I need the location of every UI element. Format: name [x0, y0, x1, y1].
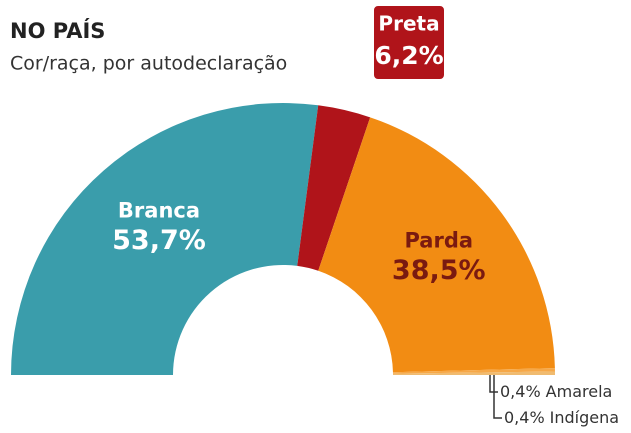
slice-label: Preta	[378, 12, 439, 36]
slice	[318, 117, 555, 373]
slice	[297, 105, 371, 271]
value-label: 6,2%	[374, 41, 443, 70]
chart-title: NO PAÍS	[10, 18, 105, 43]
value-label: 0,4%	[500, 382, 541, 401]
leader-label: 0,4% Amarela	[500, 382, 612, 401]
slice-label: Branca	[118, 198, 200, 222]
slice-label: Indígena	[550, 408, 619, 427]
leader-line	[489, 375, 498, 393]
label-box	[372, 4, 446, 81]
leader-label: 0,4% Indígena	[504, 408, 619, 427]
leader-line	[493, 375, 502, 419]
chart-subtitle: Cor/raça, por autodeclaração	[10, 53, 287, 75]
slice	[392, 371, 555, 375]
value-label: 53,7%	[112, 225, 206, 256]
slice-label: Amarela	[546, 382, 613, 401]
slice-label: Parda	[404, 229, 473, 253]
slice	[392, 368, 555, 374]
value-label: 0,4%	[504, 408, 545, 427]
slice	[11, 103, 319, 375]
value-label: 38,5%	[392, 255, 486, 286]
